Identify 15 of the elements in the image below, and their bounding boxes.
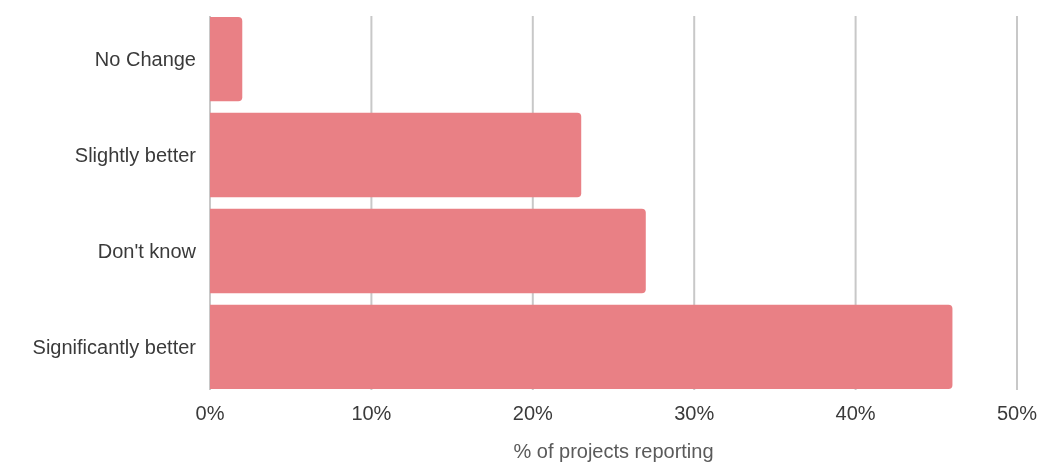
y-tick-label: Significantly better xyxy=(32,335,197,358)
bar xyxy=(210,304,953,390)
bar xyxy=(210,16,243,102)
x-axis-title: % of projects reporting xyxy=(513,440,714,462)
x-tick-label: 40% xyxy=(835,402,876,424)
bar xyxy=(210,208,646,294)
x-tick-label: 30% xyxy=(674,402,715,424)
x-tick-label: 10% xyxy=(351,402,392,424)
x-tick-label: 50% xyxy=(996,402,1038,424)
x-tick-label: 20% xyxy=(512,402,554,424)
y-tick-label: No Change xyxy=(94,48,196,71)
y-tick-label: Don't know xyxy=(97,239,197,262)
y-tick-label: Slightly better xyxy=(74,144,197,167)
bar xyxy=(210,112,582,198)
x-tick-label: 0% xyxy=(195,402,225,424)
